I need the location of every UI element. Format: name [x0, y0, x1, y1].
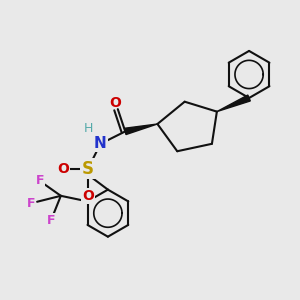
Text: F: F — [35, 175, 44, 188]
Polygon shape — [217, 95, 250, 112]
Text: H: H — [83, 122, 93, 135]
Text: O: O — [82, 189, 94, 203]
Text: O: O — [57, 162, 69, 176]
Text: N: N — [94, 136, 107, 151]
Text: F: F — [27, 197, 35, 210]
Text: F: F — [47, 214, 55, 227]
Polygon shape — [124, 124, 158, 135]
Text: S: S — [82, 160, 94, 178]
Text: O: O — [110, 96, 121, 110]
